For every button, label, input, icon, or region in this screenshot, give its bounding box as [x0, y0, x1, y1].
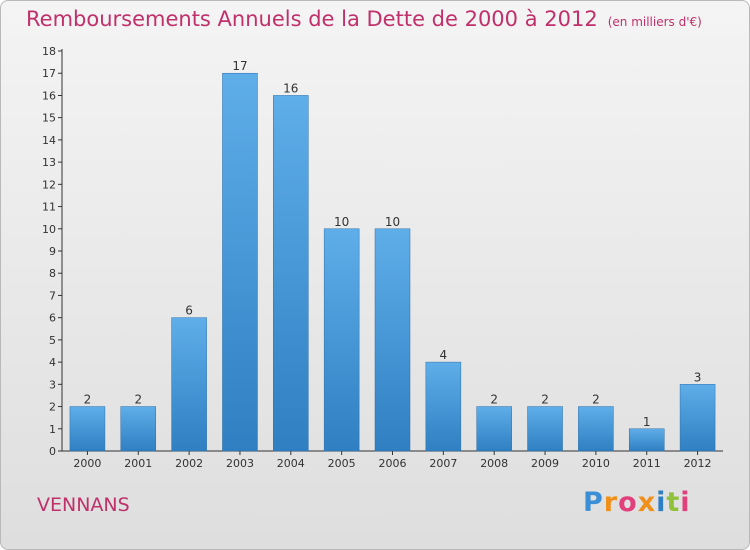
y-tick-label: 12: [42, 178, 56, 191]
bar-value-label: 6: [185, 304, 193, 318]
x-tick-label: 2011: [633, 457, 661, 470]
bar-value-label: 2: [134, 393, 142, 407]
y-tick-label: 8: [49, 267, 56, 280]
y-tick-label: 18: [42, 45, 56, 58]
chart-unit-note: (en milliers d'€): [607, 15, 702, 29]
bar-2006: [374, 228, 411, 452]
bar-2009: [527, 406, 563, 452]
x-tick-label: 2005: [328, 457, 356, 470]
y-tick-label: 4: [49, 356, 56, 369]
bar-value-label: 2: [84, 393, 92, 407]
logo-letter: x: [637, 487, 657, 518]
bar-value-label: 10: [334, 215, 349, 229]
chart-title: Remboursements Annuels de la Dette de 20…: [26, 7, 702, 31]
y-tick-label: 9: [49, 245, 56, 258]
bar-value-label: 4: [440, 348, 448, 362]
y-tick-label: 14: [42, 134, 56, 147]
x-tick-label: 2012: [684, 457, 712, 470]
chart-title-main: Remboursements Annuels de la Dette de 20…: [26, 7, 598, 31]
x-tick-label: 2006: [379, 457, 407, 470]
bar-2012: [679, 384, 716, 452]
x-tick-label: 2008: [480, 457, 508, 470]
logo-letter: i: [680, 487, 691, 518]
bar-value-label: 2: [490, 393, 498, 407]
bar-2011: [628, 428, 665, 452]
logo-letter: r: [603, 487, 619, 518]
logo-letter: i: [656, 487, 667, 518]
bar-value-label: 1: [643, 415, 651, 429]
bar-2007: [425, 361, 462, 452]
y-tick-label: 3: [49, 378, 56, 391]
bar-value-label: 3: [694, 370, 702, 384]
bar-value-label: 10: [385, 215, 400, 229]
proxiti-logo: Proxiti: [583, 487, 691, 518]
bar-2004: [273, 95, 309, 452]
y-tick-label: 16: [42, 89, 56, 102]
bar-2001: [120, 406, 157, 452]
bar-2003: [222, 72, 258, 452]
x-tick-label: 2009: [531, 457, 559, 470]
logo-letter: o: [618, 487, 638, 518]
x-tick-label: 2002: [175, 457, 203, 470]
bar-2008: [476, 406, 512, 452]
y-tick-label: 17: [42, 67, 56, 80]
y-tick-label: 15: [42, 112, 56, 125]
y-tick-label: 11: [42, 201, 56, 214]
x-tick-label: 2007: [429, 457, 457, 470]
y-tick-label: 1: [49, 423, 56, 436]
y-tick-label: 2: [49, 401, 56, 414]
y-tick-label: 0: [49, 445, 56, 458]
logo-letter: t: [666, 487, 681, 518]
bar-2005: [323, 228, 360, 452]
bar-value-label: 17: [232, 59, 247, 73]
bar-value-label: 2: [541, 393, 549, 407]
x-tick-label: 2010: [582, 457, 610, 470]
bar-value-label: 2: [592, 393, 600, 407]
bar-2002: [171, 317, 207, 452]
y-tick-label: 10: [42, 223, 56, 236]
x-tick-label: 2000: [73, 457, 101, 470]
y-tick-label: 13: [42, 156, 56, 169]
y-tick-label: 7: [49, 289, 56, 302]
bar-value-label: 16: [283, 81, 298, 95]
bar-2000: [69, 406, 106, 452]
x-tick-label: 2004: [277, 457, 305, 470]
bar-2010: [578, 406, 614, 452]
logo-letter: P: [583, 487, 604, 518]
y-tick-label: 5: [49, 334, 56, 347]
y-tick-label: 6: [49, 312, 56, 325]
x-tick-label: 2001: [124, 457, 152, 470]
x-tick-label: 2003: [226, 457, 254, 470]
place-name: VENNANS: [37, 494, 130, 516]
